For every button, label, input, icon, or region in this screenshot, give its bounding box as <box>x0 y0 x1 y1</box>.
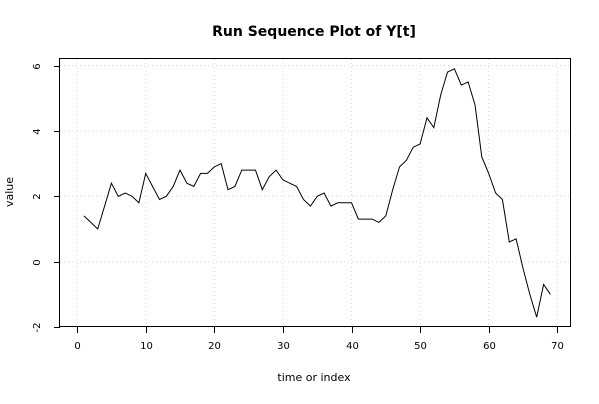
x-tick-label: 50 <box>414 341 427 352</box>
x-tick-label: 40 <box>346 341 359 352</box>
series-line <box>83 68 551 318</box>
x-tick-label: 10 <box>140 341 153 352</box>
y-axis-label: value <box>3 177 16 207</box>
y-tick-label: -2 <box>32 323 43 333</box>
x-tick-label: 70 <box>551 341 564 352</box>
grid <box>60 59 571 328</box>
x-tick-label: 30 <box>277 341 290 352</box>
y-tick-label: 2 <box>32 193 43 199</box>
y-tick-label: 4 <box>32 128 43 134</box>
x-tick-label: 60 <box>483 341 496 352</box>
x-tick-label: 20 <box>208 341 221 352</box>
y-tick-label: 6 <box>32 63 43 69</box>
y-tick-label: 0 <box>32 259 43 265</box>
chart-title: Run Sequence Plot of Y[t] <box>212 24 416 40</box>
axes: 0 10 20 30 40 50 60 70 -2 0 2 4 6 <box>32 63 564 352</box>
x-axis-label: time or index <box>277 371 351 384</box>
x-tick-label: 0 <box>74 341 80 352</box>
plot-area-border <box>59 58 571 327</box>
